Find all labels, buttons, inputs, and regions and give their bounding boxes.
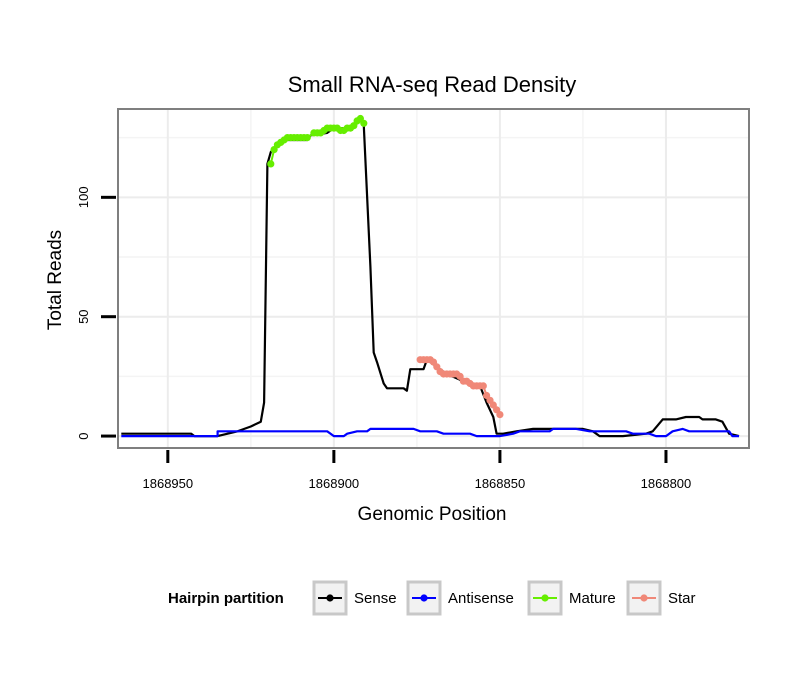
legend-label-antisense: Antisense (448, 590, 514, 607)
data-point-star (496, 411, 504, 419)
legend-label-star: Star (668, 590, 696, 607)
legend-key-point (541, 594, 549, 602)
legend-title: Hairpin partition (168, 590, 284, 607)
data-point-mature (303, 134, 311, 142)
legend-key-point (420, 594, 428, 602)
y-tick-label: 0 (76, 432, 91, 439)
legend-label-mature: Mature (569, 590, 616, 607)
legend-key-point (326, 594, 334, 602)
y-axis-label: Total Reads (45, 230, 66, 330)
x-tick-label: 1868850 (475, 476, 526, 491)
x-axis-label: Genomic Position (358, 504, 507, 525)
legend: Sense Antisense Mature Star (312, 580, 696, 616)
chart-title: Small RNA-seq Read Density (288, 72, 577, 97)
plot-background (118, 109, 749, 448)
plot-layer: 1868950 1868900 1868850 1868800 0 50 100 (76, 108, 750, 491)
x-tick-label: 1868900 (309, 476, 360, 491)
y-tick-label: 100 (76, 186, 91, 208)
x-tick-label: 1868950 (143, 476, 194, 491)
legend-key-point (640, 594, 648, 602)
plot-border (117, 108, 750, 449)
data-point-mature (267, 160, 275, 168)
data-point-star (479, 382, 487, 390)
x-tick-label: 1868800 (641, 476, 692, 491)
series-line-antisense (121, 427, 739, 438)
series-line-sense (121, 117, 740, 438)
data-point-mature (360, 119, 368, 127)
legend-label-sense: Sense (354, 590, 397, 607)
y-tick-label: 50 (76, 309, 91, 323)
